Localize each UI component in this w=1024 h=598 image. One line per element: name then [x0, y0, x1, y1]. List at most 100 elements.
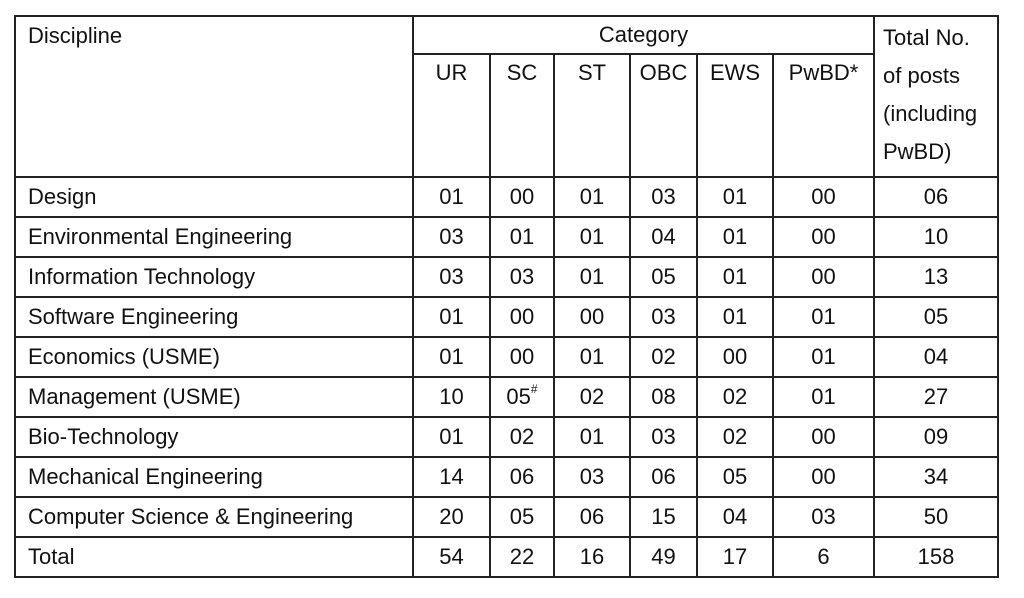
- cell-sc: 00: [489, 176, 555, 218]
- cell-ews: 02: [696, 416, 774, 458]
- cell-ews: 02: [696, 376, 774, 418]
- cell-pwbd: 6: [772, 536, 875, 578]
- header-total-line: PwBD): [883, 139, 952, 164]
- header-total-posts: Total No. of posts (including PwBD): [873, 15, 999, 178]
- cell-obc: 08: [629, 376, 698, 418]
- cell-st: 03: [553, 456, 631, 498]
- cell-discipline: Computer Science & Engineering: [14, 496, 414, 538]
- cell-sc: 00: [489, 296, 555, 338]
- footnote-mark: #: [530, 382, 538, 396]
- table-row: Software Engineering 01 00 00 03 01 01 0…: [14, 296, 999, 338]
- cell-st: 01: [553, 336, 631, 378]
- cell-ews: 01: [696, 256, 774, 298]
- cell-ur: 01: [412, 296, 491, 338]
- cell-pwbd: 01: [772, 376, 875, 418]
- header-total-line: Total No.: [883, 25, 970, 50]
- cell-discipline: Management (USME): [14, 376, 414, 418]
- table-row: Management (USME) 10 05# 02 08 02 01 27: [14, 376, 999, 418]
- cell-discipline: Information Technology: [14, 256, 414, 298]
- cell-st: 06: [553, 496, 631, 538]
- cell-st: 02: [553, 376, 631, 418]
- cell-sc-value: 05: [506, 384, 531, 409]
- cell-total: 13: [873, 256, 999, 298]
- cell-st: 01: [553, 256, 631, 298]
- cell-sc: 01: [489, 216, 555, 258]
- cell-discipline: Software Engineering: [14, 296, 414, 338]
- cell-sc: 05: [489, 496, 555, 538]
- table-row: Design 01 00 01 03 01 00 06: [14, 176, 999, 218]
- cell-sc: 00: [489, 336, 555, 378]
- cell-obc: 15: [629, 496, 698, 538]
- cell-obc: 05: [629, 256, 698, 298]
- cell-sc: 05#: [489, 376, 555, 418]
- cell-ur: 10: [412, 376, 491, 418]
- cell-ur: 03: [412, 256, 491, 298]
- cell-pwbd: 00: [772, 216, 875, 258]
- cell-ur: 01: [412, 336, 491, 378]
- cell-st: 01: [553, 176, 631, 218]
- cell-discipline: Total: [14, 536, 414, 578]
- cell-obc: 06: [629, 456, 698, 498]
- header-total-line: (including: [883, 101, 978, 126]
- cell-discipline: Economics (USME): [14, 336, 414, 378]
- header-category: Category: [412, 15, 875, 55]
- header-total-line: of posts: [883, 63, 961, 88]
- table-row: Information Technology 03 03 01 05 01 00…: [14, 256, 999, 298]
- cell-pwbd: 01: [772, 336, 875, 378]
- cell-total: 34: [873, 456, 999, 498]
- cell-total: 27: [873, 376, 999, 418]
- table-row: Mechanical Engineering 14 06 03 06 05 00…: [14, 456, 999, 498]
- header-st: ST: [553, 53, 631, 178]
- cell-discipline: Environmental Engineering: [14, 216, 414, 258]
- table-row: Economics (USME) 01 00 01 02 00 01 04: [14, 336, 999, 378]
- cell-total: 06: [873, 176, 999, 218]
- cell-obc: 49: [629, 536, 698, 578]
- cell-ews: 05: [696, 456, 774, 498]
- cell-obc: 04: [629, 216, 698, 258]
- cell-ews: 01: [696, 176, 774, 218]
- header-ews: EWS: [696, 53, 774, 178]
- cell-obc: 03: [629, 296, 698, 338]
- cell-total: 50: [873, 496, 999, 538]
- cell-pwbd: 00: [772, 456, 875, 498]
- cell-discipline: Design: [14, 176, 414, 218]
- cell-sc: 22: [489, 536, 555, 578]
- cell-ur: 14: [412, 456, 491, 498]
- table-row: Computer Science & Engineering 20 05 06 …: [14, 496, 999, 538]
- cell-sc: 03: [489, 256, 555, 298]
- table-row: Environmental Engineering 03 01 01 04 01…: [14, 216, 999, 258]
- posts-table-container: Discipline Category Total No. of posts (…: [14, 15, 999, 578]
- cell-obc: 03: [629, 176, 698, 218]
- cell-ews: 01: [696, 296, 774, 338]
- cell-obc: 02: [629, 336, 698, 378]
- cell-ur: 01: [412, 416, 491, 458]
- cell-ews: 04: [696, 496, 774, 538]
- cell-ur: 54: [412, 536, 491, 578]
- cell-ur: 01: [412, 176, 491, 218]
- cell-pwbd: 00: [772, 416, 875, 458]
- header-discipline: Discipline: [14, 15, 414, 178]
- cell-total: 05: [873, 296, 999, 338]
- posts-table: Discipline Category Total No. of posts (…: [14, 15, 999, 578]
- header-ur: UR: [412, 53, 491, 178]
- cell-obc: 03: [629, 416, 698, 458]
- cell-ur: 03: [412, 216, 491, 258]
- cell-ur: 20: [412, 496, 491, 538]
- cell-ews: 01: [696, 216, 774, 258]
- table-row-total: Total 54 22 16 49 17 6 158: [14, 536, 999, 578]
- cell-total: 09: [873, 416, 999, 458]
- cell-total: 158: [873, 536, 999, 578]
- table-row: Bio-Technology 01 02 01 03 02 00 09: [14, 416, 999, 458]
- cell-pwbd: 00: [772, 256, 875, 298]
- cell-discipline: Bio-Technology: [14, 416, 414, 458]
- cell-total: 04: [873, 336, 999, 378]
- cell-st: 00: [553, 296, 631, 338]
- cell-sc: 02: [489, 416, 555, 458]
- cell-st: 16: [553, 536, 631, 578]
- cell-st: 01: [553, 416, 631, 458]
- cell-sc: 06: [489, 456, 555, 498]
- cell-st: 01: [553, 216, 631, 258]
- cell-pwbd: 01: [772, 296, 875, 338]
- header-row-sub: UR SC ST OBC EWS PwBD*: [15, 53, 998, 178]
- cell-ews: 00: [696, 336, 774, 378]
